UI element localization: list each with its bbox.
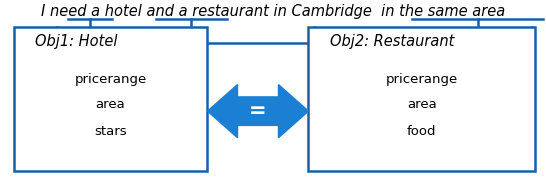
Text: area: area bbox=[96, 98, 126, 111]
Text: =: = bbox=[249, 101, 267, 121]
Text: stars: stars bbox=[94, 125, 127, 138]
Text: food: food bbox=[407, 125, 437, 138]
Polygon shape bbox=[207, 85, 308, 138]
Text: pricerange: pricerange bbox=[385, 73, 458, 86]
FancyBboxPatch shape bbox=[14, 27, 207, 171]
Text: pricerange: pricerange bbox=[74, 73, 147, 86]
Text: area: area bbox=[407, 98, 437, 111]
Text: Obj1: Hotel: Obj1: Hotel bbox=[35, 34, 118, 49]
Text: Obj2: Restaurant: Obj2: Restaurant bbox=[330, 34, 455, 49]
FancyBboxPatch shape bbox=[308, 27, 535, 171]
Text: I need a hotel and a restaurant in Cambridge  in the same area: I need a hotel and a restaurant in Cambr… bbox=[41, 4, 505, 19]
